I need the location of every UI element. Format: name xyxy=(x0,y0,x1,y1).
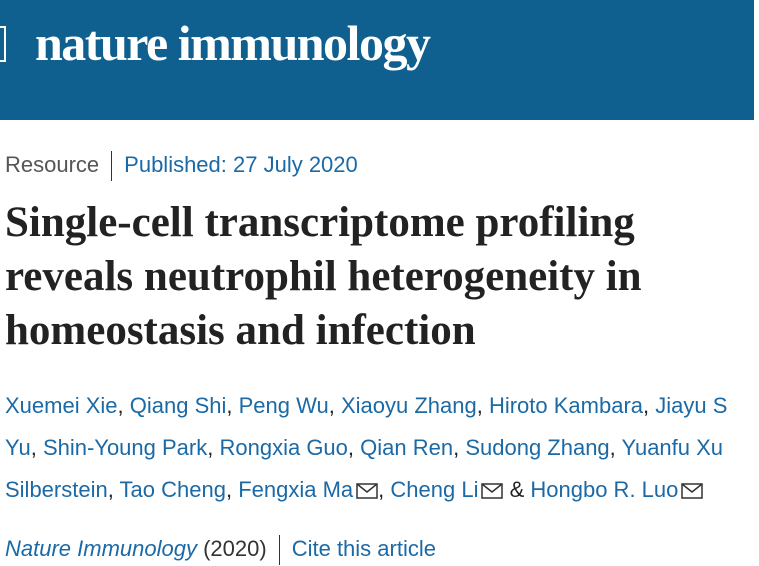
author-line: Yu, Shin-Young Park, Rongxia Guo, Qian R… xyxy=(5,427,727,469)
author-separator: , xyxy=(225,477,239,502)
author-name[interactable]: Silberstein xyxy=(5,477,108,502)
email-icon[interactable] xyxy=(481,483,504,499)
title-line: homeostasis and infection xyxy=(5,307,476,354)
author-name[interactable]: Hiroto Kambara xyxy=(488,393,644,418)
author-separator: , xyxy=(107,477,120,502)
author-name[interactable]: Hongbo R. Luo xyxy=(530,477,679,502)
author-name[interactable]: Qiang Shi xyxy=(129,393,227,418)
author-separator: , xyxy=(207,435,220,460)
author-name[interactable]: Xuemei Xie xyxy=(5,393,118,418)
author-separator: , xyxy=(347,435,361,460)
author-name[interactable]: Rongxia Guo xyxy=(219,435,348,460)
author-separator: , xyxy=(117,393,130,418)
author-name[interactable]: Jiayu S xyxy=(655,393,728,418)
article-title: Single-cell transcriptome profiling reve… xyxy=(5,196,642,358)
email-icon[interactable] xyxy=(681,483,704,499)
author-name[interactable]: Qian Ren xyxy=(360,435,454,460)
author-name[interactable]: Yu xyxy=(5,435,31,460)
author-separator: , xyxy=(643,393,656,418)
author-separator: , xyxy=(476,393,489,418)
author-name[interactable]: Fengxia Ma xyxy=(238,477,354,502)
author-separator: , xyxy=(226,393,239,418)
author-line: Silberstein, Tao Cheng, Fengxia Ma, Chen… xyxy=(5,469,727,511)
author-name[interactable]: Cheng Li xyxy=(390,477,479,502)
author-separator: , xyxy=(609,435,622,460)
journal-logo[interactable]: nature immunology xyxy=(35,15,431,71)
envelope xyxy=(481,483,504,499)
author-name[interactable]: Xiaoyu Zhang xyxy=(340,393,477,418)
author-separator: , xyxy=(30,435,43,460)
article-meta: Resource Published: 27 July 2020 xyxy=(5,151,358,181)
cite-link[interactable]: Cite this article xyxy=(291,535,436,561)
author-name[interactable]: Peng Wu xyxy=(238,393,329,418)
envelope xyxy=(681,483,704,499)
year: (2020) xyxy=(203,535,267,561)
header-bar: nature immunology xyxy=(0,0,754,120)
author-separator: , xyxy=(453,435,466,460)
author-name[interactable]: Tao Cheng xyxy=(119,477,226,502)
published-date: Published: 27 July 2020 xyxy=(124,151,358,177)
author-name[interactable]: Shin-Young Park xyxy=(42,435,208,460)
author-separator: & xyxy=(503,477,531,502)
envelope-flap xyxy=(681,483,703,493)
envelope xyxy=(356,483,378,499)
author-list: Xuemei Xie, Qiang Shi, Peng Wu, Xiaoyu Z… xyxy=(5,385,727,511)
author-separator: , xyxy=(378,477,391,502)
citation: Nature Immunology (2020) Cite this articl… xyxy=(5,535,436,565)
email-icon[interactable] xyxy=(356,483,378,499)
menu-bracket[interactable] xyxy=(0,26,6,62)
article-type: Resource xyxy=(5,151,100,177)
title-line: reveals neutrophil heterogeneity in xyxy=(5,253,642,300)
journal-name[interactable]: Nature Immunology xyxy=(5,535,197,561)
separator xyxy=(278,535,280,565)
author-name[interactable]: Yuanfu Xu xyxy=(621,435,724,460)
author-separator: , xyxy=(328,393,341,418)
envelope-flap xyxy=(482,483,503,493)
author-name[interactable]: Sudong Zhang xyxy=(465,435,610,460)
envelope-flap xyxy=(356,483,378,493)
separator xyxy=(111,151,113,181)
title-line: Single-cell transcriptome profiling xyxy=(5,199,635,246)
author-line: Xuemei Xie, Qiang Shi, Peng Wu, Xiaoyu Z… xyxy=(5,385,727,427)
